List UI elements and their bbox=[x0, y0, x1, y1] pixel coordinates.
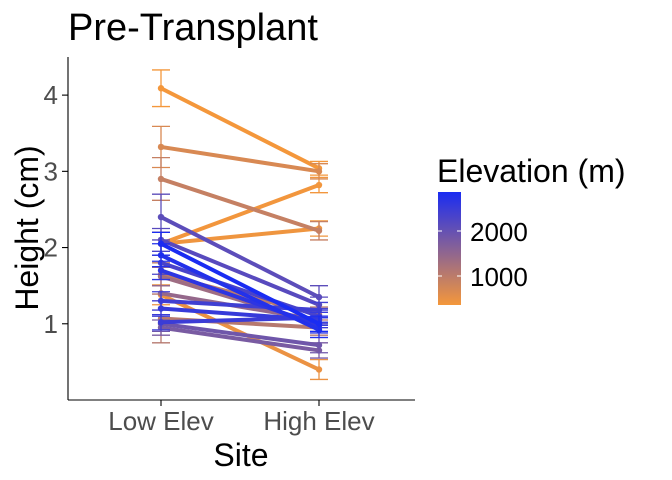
legend-colorbar bbox=[438, 192, 461, 305]
series-line bbox=[159, 325, 321, 353]
series-line bbox=[159, 176, 321, 233]
series-line bbox=[159, 144, 321, 174]
data-point bbox=[157, 319, 165, 326]
y-tick-label: 2 bbox=[44, 233, 58, 263]
x-axis-ticks: Low Elev High Elev bbox=[108, 400, 375, 436]
data-point bbox=[157, 175, 165, 183]
legend: Elevation (m) 2000 1000 bbox=[437, 153, 626, 305]
data-point bbox=[157, 267, 165, 274]
data-point bbox=[315, 341, 323, 349]
x-axis-title: Site bbox=[213, 437, 268, 473]
legend-label-2000: 2000 bbox=[470, 217, 528, 247]
y-tick-label: 3 bbox=[44, 156, 58, 186]
data-point bbox=[315, 227, 323, 234]
y-tick-label: 1 bbox=[44, 309, 58, 339]
series-line bbox=[159, 237, 321, 307]
plot-area bbox=[152, 69, 328, 381]
data-point bbox=[315, 320, 323, 327]
data-point bbox=[315, 168, 323, 175]
x-tick-label: High Elev bbox=[263, 406, 374, 436]
data-point bbox=[157, 240, 165, 247]
series-line bbox=[159, 183, 321, 246]
series-line bbox=[159, 241, 321, 326]
series-line bbox=[159, 86, 321, 171]
y-axis-title: Height (cm) bbox=[9, 145, 45, 310]
data-point bbox=[315, 366, 323, 373]
series-line bbox=[159, 292, 321, 372]
series-5 bbox=[152, 156, 328, 241]
legend-label-1000: 1000 bbox=[470, 262, 528, 292]
data-point bbox=[315, 181, 323, 189]
legend-title: Elevation (m) bbox=[437, 153, 626, 189]
data-point bbox=[157, 85, 165, 92]
chart-title: Pre-Transplant bbox=[68, 7, 318, 49]
data-point bbox=[157, 213, 165, 221]
data-point bbox=[157, 143, 165, 151]
series-line bbox=[159, 226, 321, 246]
x-tick-label: Low Elev bbox=[108, 406, 214, 436]
data-point bbox=[157, 305, 165, 312]
series-line bbox=[159, 253, 321, 332]
series-20 bbox=[152, 231, 328, 333]
series-line bbox=[159, 215, 321, 300]
series-line bbox=[159, 321, 321, 348]
y-tick-label: 4 bbox=[44, 80, 58, 110]
y-axis-ticks: 1 2 3 4 bbox=[44, 80, 68, 339]
series-4 bbox=[152, 125, 328, 180]
